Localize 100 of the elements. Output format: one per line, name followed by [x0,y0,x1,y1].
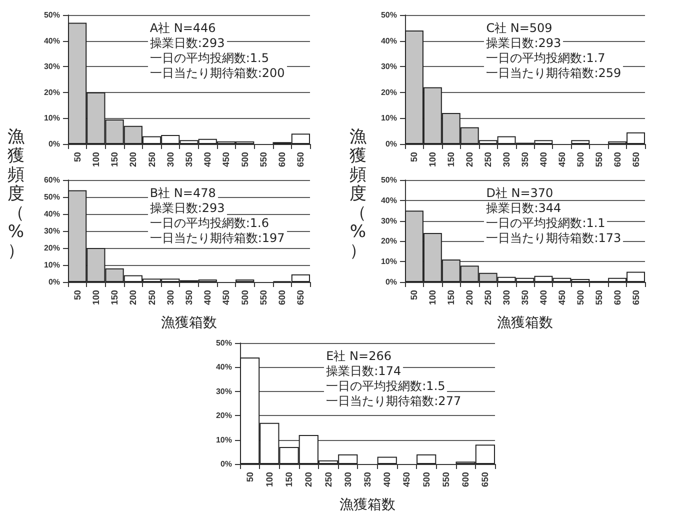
x-tick-label: 600 [612,290,622,306]
annotation: 一日の平均投網数:1.6 [148,216,271,230]
x-tick-label: 300 [165,152,176,168]
x-tick-label: 600 [277,290,288,306]
x-tick-label: 450 [221,152,232,168]
x-tick-label: 400 [202,290,213,306]
x-tick-label: 450 [556,152,567,168]
x-tick-label: 600 [612,152,622,168]
x-tick-label: 550 [594,152,604,168]
y-tick-label: 30% [216,386,232,396]
y-tick-label: 0% [220,460,232,468]
x-tick-label: 100 [428,290,438,306]
y-tick-label: 0% [48,139,60,148]
x-tick-label: 200 [464,152,475,168]
annotation: B社 N=478 [148,186,218,200]
x-tick-label: 250 [483,290,494,306]
x-tick-label: 400 [538,152,548,168]
y-tick-label: 40% [380,36,397,46]
x-tick-label: 350 [520,152,530,168]
y-tick-label: 50% [216,338,232,348]
y-tick-label: 40% [380,196,397,205]
annotation: 一日の平均投網数:1.5 [324,379,448,393]
x-tick-label: 50 [244,472,255,482]
x-tick-label: 300 [502,152,512,168]
annotation: 操業日数:293 [148,201,227,215]
x-tick-label: 250 [146,152,157,168]
y-tick-label: 10% [44,114,60,123]
annotation: 操業日数:174 [324,364,404,378]
x-tick-label: 150 [446,152,456,168]
x-tick-label: 200 [464,290,475,306]
x-tick-label: 150 [284,472,294,488]
y-tick-label: 50% [380,10,397,20]
y-tick-label: 0% [385,139,397,148]
x-tick-label: 50 [72,152,82,162]
y-tick-label: 30% [44,62,60,72]
x-tick-label: 150 [446,290,456,306]
x-tick-label: 200 [128,290,138,306]
annotation: 一日の平均投網数:1.5 [148,51,271,65]
x-tick-label: 500 [240,152,250,168]
x-tick-label: 150 [110,152,120,168]
y-tick-label: 40% [44,210,60,218]
y-tick-label: 50% [44,10,60,20]
x-tick-label: 100 [90,152,101,168]
annotation: 一日当たり期待箱数:259 [484,66,624,80]
x-tick-label: 300 [342,472,353,488]
annotation: 操業日数:344 [484,201,564,215]
x-axis-title: 漁獲箱数 [340,497,396,513]
x-tick-label: 450 [221,290,232,306]
annotation: A社 N=446 [148,21,218,35]
y-tick-label: 20% [44,244,60,252]
x-tick-label: 100 [264,472,274,488]
y-tick-label: 50% [380,176,397,184]
y-tick-label: 20% [380,88,397,97]
y-tick-label: 10% [380,114,397,123]
x-tick-label: 400 [538,290,548,306]
x-tick-label: 50 [409,152,420,162]
x-tick-label: 500 [240,290,250,306]
x-tick-label: 200 [304,472,314,488]
annotation: 一日当たり期待箱数:173 [484,231,624,245]
y-tick-label: 20% [216,411,232,420]
x-tick-label: 400 [202,152,213,168]
x-tick-label: 350 [362,472,372,488]
x-tick-label: 550 [440,472,451,488]
x-tick-label: 600 [277,152,288,168]
x-tick-label: 600 [460,472,471,488]
y-tick-label: 0% [48,278,60,286]
x-tick-label: 650 [630,152,641,168]
annotation: 一日当たり期待箱数:197 [148,231,287,245]
x-tick-label: 250 [323,472,334,488]
y-axis-title: 漁獲頻度（%） [6,127,26,261]
x-tick-label: 650 [296,152,306,168]
annotation: C社 N=509 [484,21,554,35]
bar [377,456,397,464]
y-tick-label: 20% [380,236,397,246]
annotation: 一日当たり期待箱数:277 [324,394,464,408]
annotation: D社 N=370 [484,186,556,200]
bar [416,454,436,464]
annotation: E社 N=266 [324,349,394,363]
y-tick-label: 30% [380,62,397,72]
x-tick-label: 50 [72,290,82,300]
annotation: 操業日数:293 [148,36,227,50]
annotation: 操業日数:293 [484,36,564,50]
x-tick-label: 300 [502,290,512,306]
x-tick-label: 200 [128,152,138,168]
x-tick-label: 650 [630,290,641,306]
annotation: 一日の平均投網数:1.1 [484,216,608,230]
y-tick-label: 20% [44,88,60,97]
x-tick-label: 500 [575,290,586,306]
y-tick-label: 60% [44,176,60,184]
bar [571,140,590,144]
x-tick-label: 250 [483,152,494,168]
x-tick-label: 50 [409,290,420,300]
x-axis-title: 漁獲箱数 [161,315,217,331]
x-tick-label: 150 [110,290,120,306]
y-tick-label: 30% [380,216,397,226]
x-tick-label: 400 [382,472,392,488]
x-axis-title: 漁獲箱数 [497,315,553,331]
y-axis-title: 漁獲頻度（%） [348,127,368,261]
y-tick-label: 10% [44,260,60,270]
x-tick-label: 350 [184,152,194,168]
